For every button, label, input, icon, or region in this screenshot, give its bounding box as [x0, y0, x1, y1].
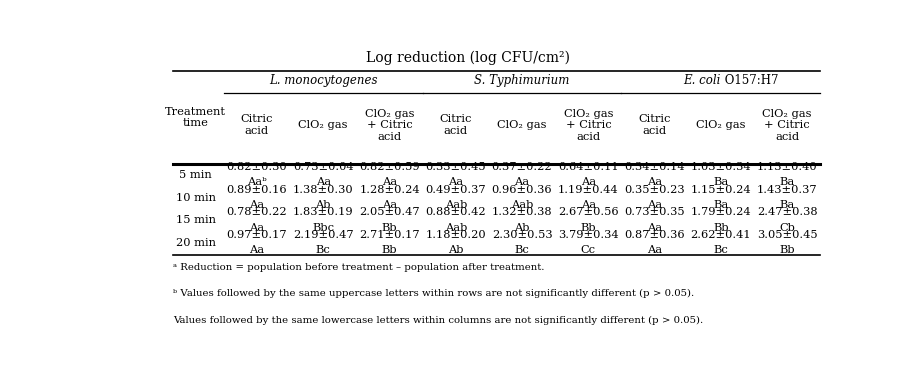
Text: Citric
acid: Citric acid: [638, 114, 671, 136]
Text: Bc: Bc: [316, 245, 331, 255]
Text: 2.47±0.38: 2.47±0.38: [757, 207, 817, 217]
Text: Aa: Aa: [249, 245, 265, 255]
Text: 1.38±0.30: 1.38±0.30: [293, 185, 353, 195]
Text: Aa: Aa: [515, 177, 530, 187]
Text: Treatment
time: Treatment time: [165, 107, 226, 128]
Text: 1.15±0.24: 1.15±0.24: [690, 185, 751, 195]
Text: L. monocytogenes: L. monocytogenes: [269, 74, 377, 87]
Text: Ab: Ab: [514, 223, 530, 232]
Text: ᵇ Values followed by the same uppercase letters within rows are not significantl: ᵇ Values followed by the same uppercase …: [173, 289, 694, 298]
Text: ClO₂ gas
+ Citric
acid: ClO₂ gas + Citric acid: [563, 108, 613, 142]
Text: 0.97±0.17: 0.97±0.17: [226, 230, 288, 240]
Text: Aa: Aa: [647, 245, 662, 255]
Text: 5 min: 5 min: [179, 170, 212, 180]
Text: Bb: Bb: [382, 245, 397, 255]
Text: Bb: Bb: [713, 223, 729, 232]
Text: 20 min: 20 min: [176, 238, 215, 248]
Text: 0.64±0.11: 0.64±0.11: [558, 162, 619, 172]
Text: 0.73±0.04: 0.73±0.04: [293, 162, 353, 172]
Text: Cb: Cb: [779, 223, 795, 232]
Text: 1.18±0.20: 1.18±0.20: [425, 230, 486, 240]
Text: 10 min: 10 min: [176, 193, 215, 203]
Text: 0.82±0.30: 0.82±0.30: [226, 162, 288, 172]
Text: 1.28±0.24: 1.28±0.24: [359, 185, 420, 195]
Text: ClO₂ gas: ClO₂ gas: [299, 120, 348, 130]
Text: 0.87±0.36: 0.87±0.36: [624, 230, 685, 240]
Text: 0.88±0.42: 0.88±0.42: [425, 207, 486, 217]
Text: 0.73±0.35: 0.73±0.35: [624, 207, 685, 217]
Text: ClO₂ gas
+ Citric
acid: ClO₂ gas + Citric acid: [762, 108, 812, 142]
Text: Citric
acid: Citric acid: [241, 114, 273, 136]
Text: 2.71±0.17: 2.71±0.17: [359, 230, 420, 240]
Text: Aa: Aa: [249, 223, 265, 232]
Text: 0.96±0.36: 0.96±0.36: [492, 185, 552, 195]
Text: Aa: Aa: [647, 200, 662, 210]
Text: Ba: Ba: [780, 200, 795, 210]
Text: ᵃ Reduction = population before treatment – population after treatment.: ᵃ Reduction = population before treatmen…: [173, 263, 544, 272]
Text: Aaᵇ: Aaᵇ: [247, 177, 267, 187]
Text: Aa: Aa: [448, 177, 463, 187]
Text: 15 min: 15 min: [176, 215, 215, 225]
Text: Ba: Ba: [713, 200, 729, 210]
Text: 1.43±0.37: 1.43±0.37: [757, 185, 817, 195]
Text: E. coli: E. coli: [684, 74, 721, 87]
Text: Aa: Aa: [382, 177, 397, 187]
Text: 0.35±0.23: 0.35±0.23: [624, 185, 685, 195]
Text: 2.67±0.56: 2.67±0.56: [558, 207, 619, 217]
Text: Bb: Bb: [780, 245, 795, 255]
Text: 3.05±0.45: 3.05±0.45: [757, 230, 817, 240]
Text: 2.05±0.47: 2.05±0.47: [359, 207, 420, 217]
Text: 0.33±0.45: 0.33±0.45: [425, 162, 486, 172]
Text: S. Typhimurium: S. Typhimurium: [475, 74, 570, 87]
Text: Ab: Ab: [448, 245, 464, 255]
Text: Log reduction (log CFU/cm²): Log reduction (log CFU/cm²): [366, 51, 570, 65]
Text: Ba: Ba: [713, 177, 729, 187]
Text: Aa: Aa: [316, 177, 331, 187]
Text: Aa: Aa: [647, 223, 662, 232]
Text: 2.62±0.41: 2.62±0.41: [690, 230, 751, 240]
Text: Bb: Bb: [382, 223, 397, 232]
Text: 1.32±0.38: 1.32±0.38: [492, 207, 552, 217]
Text: 2.19±0.47: 2.19±0.47: [293, 230, 353, 240]
Text: 1.79±0.24: 1.79±0.24: [690, 207, 751, 217]
Text: 3.79±0.34: 3.79±0.34: [558, 230, 619, 240]
Text: Aa: Aa: [382, 200, 397, 210]
Text: 0.37±0.22: 0.37±0.22: [492, 162, 552, 172]
Text: 0.89±0.16: 0.89±0.16: [226, 185, 288, 195]
Text: Aab: Aab: [445, 200, 467, 210]
Text: 1.19±0.44: 1.19±0.44: [558, 185, 619, 195]
Text: Bbc: Bbc: [312, 223, 334, 232]
Text: ClO₂ gas: ClO₂ gas: [696, 120, 746, 130]
Text: Bb: Bb: [581, 223, 596, 232]
Text: 0.34±0.14: 0.34±0.14: [624, 162, 685, 172]
Text: ClO₂ gas
+ Citric
acid: ClO₂ gas + Citric acid: [364, 108, 415, 142]
Text: 0.78±0.22: 0.78±0.22: [226, 207, 288, 217]
Text: Aab: Aab: [511, 200, 533, 210]
Text: 0.82±0.59: 0.82±0.59: [359, 162, 420, 172]
Text: Aab: Aab: [445, 223, 467, 232]
Text: Cc: Cc: [581, 245, 596, 255]
Text: 0.49±0.37: 0.49±0.37: [425, 185, 486, 195]
Text: 2.30±0.53: 2.30±0.53: [492, 230, 552, 240]
Text: Bc: Bc: [713, 245, 729, 255]
Text: Bc: Bc: [515, 245, 530, 255]
Text: Aa: Aa: [581, 200, 596, 210]
Text: Aa: Aa: [249, 200, 265, 210]
Text: 1.13±0.40: 1.13±0.40: [757, 162, 817, 172]
Text: Ba: Ba: [780, 177, 795, 187]
Text: Ab: Ab: [316, 200, 331, 210]
Text: Aa: Aa: [647, 177, 662, 187]
Text: Values followed by the same lowercase letters within columns are not significant: Values followed by the same lowercase le…: [173, 315, 703, 325]
Text: 1.03±0.34: 1.03±0.34: [690, 162, 751, 172]
Text: Aa: Aa: [581, 177, 596, 187]
Text: ClO₂ gas: ClO₂ gas: [498, 120, 547, 130]
Text: Citric
acid: Citric acid: [439, 114, 472, 136]
Text: 1.83±0.19: 1.83±0.19: [293, 207, 353, 217]
Text: O157:H7: O157:H7: [721, 74, 779, 87]
